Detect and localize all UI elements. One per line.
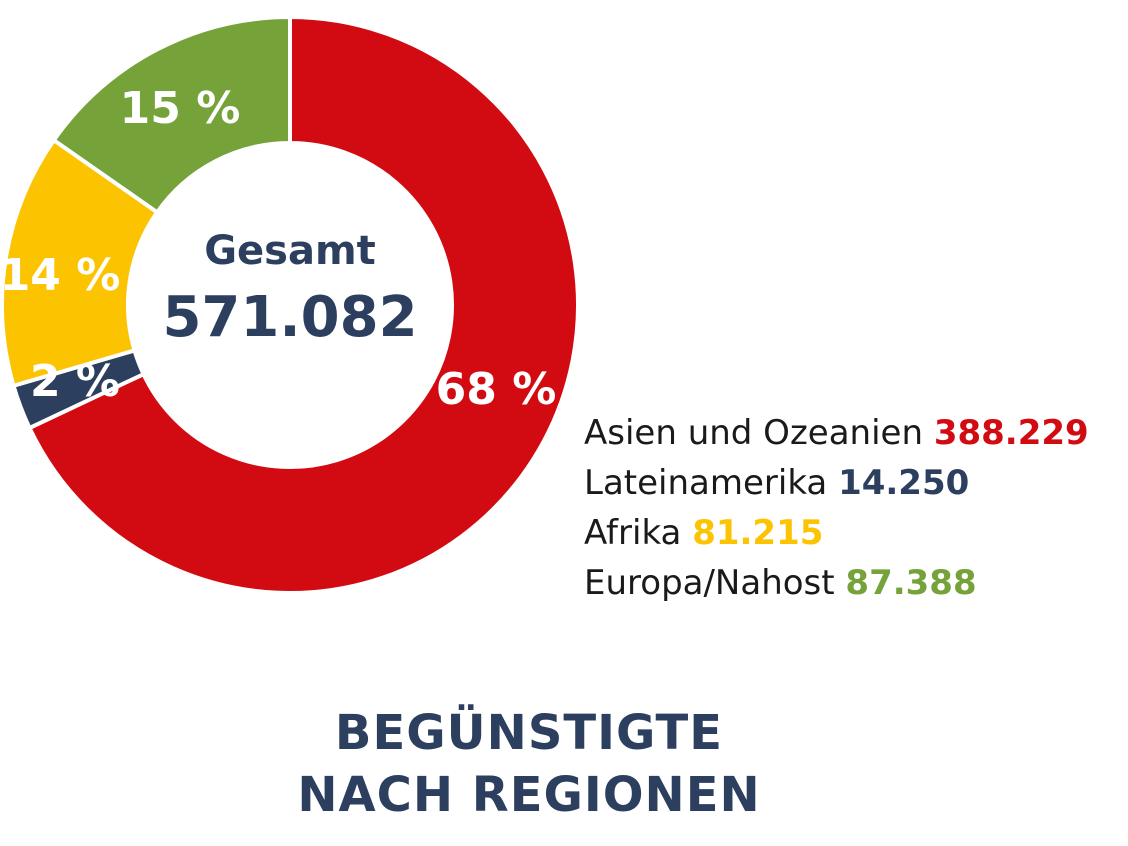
donut-slices: [0, 15, 580, 595]
slice-africa: [0, 138, 160, 388]
legend-name: Asien und Ozeanien: [584, 413, 924, 453]
slice-asia-label: 68 %: [436, 364, 557, 415]
legend-name: Afrika: [584, 513, 682, 553]
legend-item-africa: Afrika 81.215: [584, 508, 1089, 558]
donut-chart: 68 % 2 % 14 % 15 % Gesamt 571.082: [0, 15, 580, 595]
legend: Asien und Ozeanien 388.229 Lateinamerika…: [584, 408, 1089, 608]
slice-labels: 68 % 2 % 14 % 15 %: [0, 83, 556, 415]
legend-value: 87.388: [845, 563, 977, 603]
slice-asia: [27, 15, 580, 595]
legend-value: 388.229: [933, 413, 1089, 453]
legend-name: Europa/Nahost: [584, 563, 835, 603]
legend-item-asia: Asien und Ozeanien 388.229: [584, 408, 1089, 458]
slice-europe: [51, 15, 292, 215]
center-label: Gesamt: [204, 228, 376, 274]
legend-value: 14.250: [838, 463, 970, 503]
slice-africa-label: 14 %: [0, 250, 120, 301]
chart-title-line-2: NACH REGIONEN: [297, 767, 761, 823]
legend-value: 81.215: [692, 513, 824, 553]
legend-item-europe: Europa/Nahost 87.388: [584, 558, 1089, 608]
chart-title-line-1: BEGÜNSTIGTE: [334, 705, 724, 761]
center-total-value: 571.082: [162, 285, 417, 350]
legend-item-latam: Lateinamerika 14.250: [584, 458, 1089, 508]
slice-latam-label: 2 %: [30, 356, 120, 407]
chart-title: BEGÜNSTIGTE NACH REGIONEN: [0, 702, 1058, 826]
legend-name: Lateinamerika: [584, 463, 828, 503]
slice-europe-label: 15 %: [120, 83, 241, 134]
